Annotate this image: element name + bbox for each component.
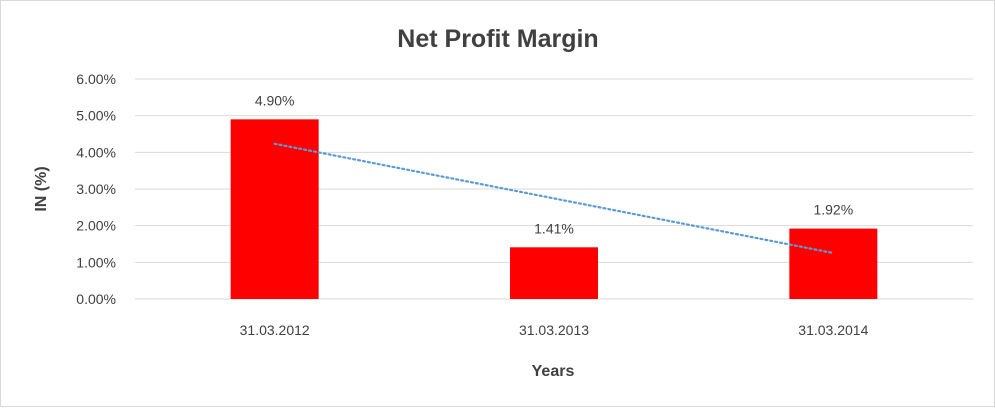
x-tick-label: 31.03.2014 [798, 322, 868, 338]
bar [230, 119, 319, 299]
data-label: 4.90% [255, 92, 295, 108]
x-tick-label: 31.03.2012 [240, 322, 310, 338]
y-axis-label: IN (%) [33, 166, 50, 211]
bar [789, 228, 878, 299]
x-axis-label: Years [532, 363, 575, 380]
y-tick-label: 6.00% [76, 71, 116, 87]
y-tick-label: 2.00% [76, 218, 116, 234]
data-label: 1.92% [813, 202, 853, 218]
data-label: 1.41% [534, 220, 574, 236]
y-tick-label: 5.00% [76, 108, 116, 124]
y-tick-label: 1.00% [76, 254, 116, 270]
y-tick-label: 0.00% [76, 291, 116, 307]
chart-title: Net Profit Margin [397, 25, 598, 53]
bar [510, 247, 598, 299]
x-tick-label: 31.03.2013 [519, 322, 589, 338]
trendline [273, 142, 835, 255]
y-tick-label: 3.00% [76, 181, 116, 197]
y-tick-label: 4.00% [76, 144, 116, 160]
